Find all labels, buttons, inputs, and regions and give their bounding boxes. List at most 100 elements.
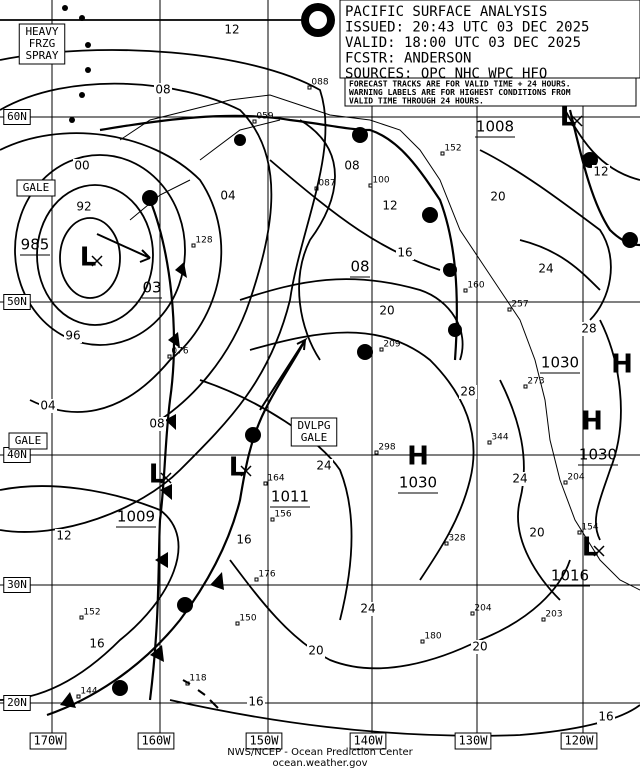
station-value: 087 (318, 179, 335, 189)
map-shape (448, 323, 462, 337)
station-value: 076 (171, 347, 188, 357)
low-center-mark (240, 465, 252, 477)
map-shape (422, 207, 438, 223)
longitude-label-box (560, 732, 598, 750)
isobar-label: 04 (40, 399, 55, 413)
isobar-label: 20 (490, 190, 505, 204)
station-marker (79, 615, 84, 620)
central-pressure: 08 (350, 258, 369, 276)
map-shape (309, 11, 327, 29)
central-pressure: 1030 (541, 354, 579, 372)
station-value: 144 (80, 687, 97, 697)
station-marker (440, 151, 445, 156)
longitude-label-box (349, 732, 387, 750)
warning-box (18, 23, 66, 65)
map-shape (269, 159, 441, 271)
warning-label: DVLPG (297, 419, 330, 432)
latitude-label: 60N (7, 110, 27, 123)
station-value: 088 (311, 78, 328, 88)
footer-line: ocean.weather.gov (272, 758, 367, 768)
warning-label: HEAVY (25, 25, 58, 38)
central-pressure: 1030 (579, 446, 617, 464)
header-line: FCSTR: ANDERSON (345, 51, 471, 67)
contour-label-bg (396, 246, 414, 260)
map-shape (0, 132, 223, 413)
low-center-mark (593, 545, 605, 557)
map-shape (96, 233, 151, 263)
isobar-label: 96 (65, 329, 80, 343)
map-shape (245, 427, 261, 443)
station-value: 176 (258, 570, 275, 580)
station-value: 152 (444, 144, 461, 154)
low-center-mark (160, 472, 172, 484)
isobar-label: 24 (316, 459, 331, 473)
map-shape (142, 190, 158, 206)
station-marker (563, 480, 568, 485)
map-shape (79, 92, 85, 98)
central-pressure: 1009 (117, 508, 155, 526)
station-marker (523, 384, 528, 389)
map-shape (622, 232, 638, 248)
central-pressure: 1008 (476, 118, 514, 136)
pressure-center-symbol: H (611, 350, 633, 380)
station-marker (379, 347, 384, 352)
map-shape (99, 114, 458, 361)
contour-label-bg (55, 529, 73, 543)
isobar-label: 16 (397, 246, 412, 260)
map-shape (259, 337, 308, 411)
isobar-label: 08 (149, 417, 164, 431)
contour-label-bg (148, 417, 166, 431)
station-value: 203 (545, 610, 562, 620)
latitude-label: 30N (7, 578, 27, 591)
station-marker (254, 577, 259, 582)
warning-label: GALE (15, 434, 42, 447)
map-shape (352, 127, 368, 143)
isobar-label: 20 (472, 640, 487, 654)
station-marker (420, 639, 425, 644)
map-shape (519, 239, 601, 291)
isobar-label: 24 (512, 472, 527, 486)
isobar-label: 16 (89, 637, 104, 651)
contour-label-bg (378, 304, 396, 318)
station-value: 100 (372, 176, 389, 186)
pressure-center-symbol: H (581, 407, 603, 437)
contour-label-bg (471, 640, 489, 654)
station-marker (263, 481, 268, 486)
station-value: 160 (467, 281, 484, 291)
longitude-label-box (29, 732, 67, 750)
note-line: VALID TIME THROUGH 24 HOURS. (349, 97, 484, 106)
contour-label-bg (381, 199, 399, 213)
station-marker (307, 85, 312, 90)
contour-label-bg (219, 189, 237, 203)
station-marker (76, 694, 81, 699)
station-value: 164 (267, 474, 284, 484)
isobar-label: 92 (76, 200, 91, 214)
fronts (46, 5, 640, 717)
isobar-label: 28 (581, 322, 596, 336)
map-shape (298, 119, 336, 361)
map-shape (199, 379, 353, 621)
warning-label: SPRAY (25, 49, 58, 62)
contour-label-bg (592, 165, 610, 179)
map-shape (0, 485, 180, 701)
header-line: SOURCES: OPC NHC WPC HFO (345, 66, 547, 82)
longitude-label-box (454, 732, 492, 750)
contour-label-bg (235, 533, 253, 547)
map-shape (582, 152, 598, 168)
station-value: 150 (239, 614, 256, 624)
warning-label: FRZG (29, 37, 56, 50)
contour-label-bg (359, 602, 377, 616)
station-marker (270, 517, 275, 522)
header-line: PACIFIC SURFACE ANALYSIS (345, 4, 547, 20)
contour-label-bg (315, 459, 333, 473)
longitude-label-box (245, 732, 283, 750)
map-shape (0, 116, 640, 704)
isobar-label: 12 (56, 529, 71, 543)
isobar-label: 12 (593, 165, 608, 179)
contour-label-bg (73, 159, 91, 173)
note-box (344, 77, 637, 107)
central-pressure: 03 (142, 279, 161, 297)
map-shape (112, 680, 128, 696)
central-pressure: 1030 (399, 474, 437, 492)
